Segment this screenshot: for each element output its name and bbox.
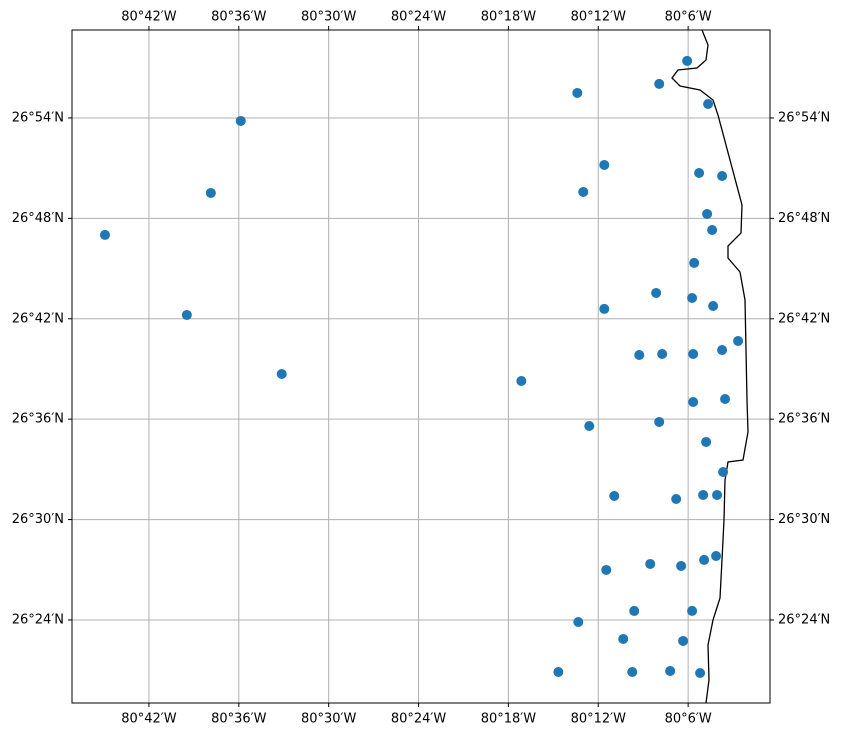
point [573,616,584,627]
point [717,170,728,181]
point [678,635,689,646]
y-tick-label: 26°24′N [778,612,830,627]
point [235,115,246,126]
point [688,348,699,359]
point [682,55,693,66]
point [665,665,676,676]
point [276,368,287,379]
point [712,489,723,500]
point [720,393,731,404]
x-tick-label: 80°30′W [301,712,357,727]
point [695,667,706,678]
y-tick-label: 26°54′N [778,110,830,125]
point [718,466,729,477]
point [651,287,662,298]
x-tick-label: 80°24′W [391,10,447,25]
x-tick-label: 80°36′W [211,712,267,727]
point [701,436,712,447]
point [687,605,698,616]
y-tick-label: 26°36′N [12,412,64,427]
y-tick-label: 26°30′N [12,512,64,527]
point [601,564,612,575]
point [717,344,728,355]
y-tick-label: 26°54′N [12,110,64,125]
x-tick-label: 80°18′W [481,712,537,727]
y-tick-label: 26°30′N [778,512,830,527]
y-tick-label: 26°42′N [778,311,830,326]
point [629,605,640,616]
point [676,560,687,571]
x-tick-label: 80°24′W [391,712,447,727]
x-tick-label: 80°12′W [571,10,627,25]
point [708,301,719,312]
x-tick-label: 80°12′W [571,712,627,727]
point [703,98,714,109]
point [99,229,110,240]
x-tick-label: 80°36′W [211,10,267,25]
point [707,225,718,236]
point [654,416,665,427]
point [584,420,595,431]
point [599,303,610,314]
x-tick-label: 80°18′W [481,10,537,25]
y-tick-label: 26°36′N [778,412,830,427]
point [205,187,216,198]
point [578,186,589,197]
y-tick-label: 26°24′N [12,612,64,627]
x-tick-label: 80°42′W [121,712,177,727]
point [694,167,705,178]
point [671,493,682,504]
point [689,257,700,268]
x-tick-label: 80°6′W [665,712,712,727]
point [618,633,629,644]
point [599,159,610,170]
y-tick-label: 26°48′N [12,211,64,226]
point [699,554,710,565]
x-tick-label: 80°30′W [301,10,357,25]
point [688,396,699,407]
point [181,309,192,320]
point [698,489,709,500]
coastline [671,29,749,704]
point [733,335,744,346]
point [645,558,656,569]
point [654,78,665,89]
x-tick-label: 80°6′W [665,10,712,25]
point [657,348,668,359]
point [627,666,638,677]
point [609,490,620,501]
point [516,376,527,387]
point [711,551,722,562]
point [634,350,645,361]
point [553,666,564,677]
y-tick-label: 26°42′N [12,311,64,326]
y-tick-label: 26°48′N [778,211,830,226]
point [687,292,698,303]
point [572,87,583,98]
x-tick-label: 80°42′W [121,10,177,25]
point [702,208,713,219]
map-frame [71,29,771,704]
map-area [72,30,770,703]
